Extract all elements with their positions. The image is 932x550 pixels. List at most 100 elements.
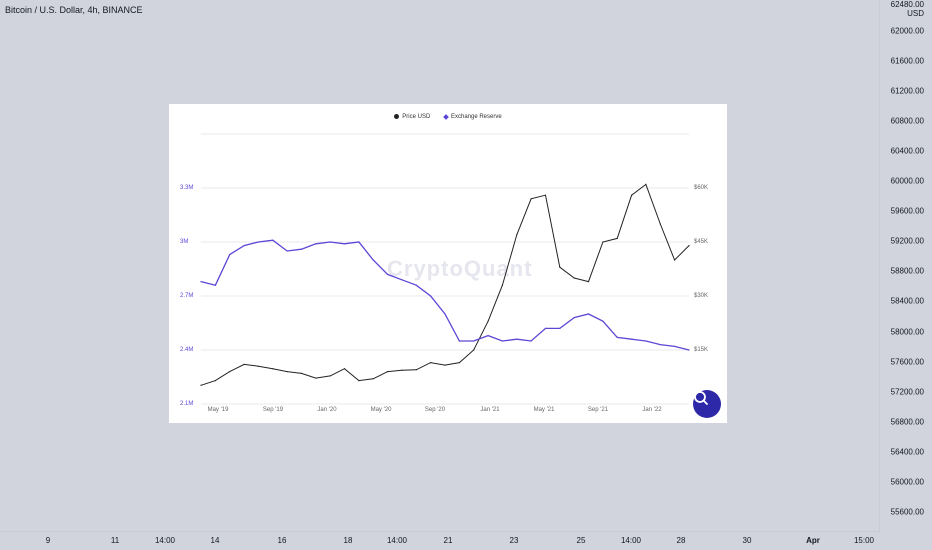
time-tick-label: 14:00 — [386, 536, 408, 545]
price-point — [358, 380, 360, 382]
price-point — [329, 375, 331, 377]
price-tick-label: 58800.00 — [890, 266, 924, 276]
price-point — [659, 223, 661, 225]
price-tick-label: 56800.00 — [890, 417, 924, 427]
legend-item-price: Price USD — [394, 114, 430, 120]
price-point — [487, 320, 489, 322]
price-point — [544, 194, 547, 196]
price-tick-label: 59600.00 — [890, 206, 924, 216]
chart-plot — [200, 133, 690, 405]
reserve-point — [587, 313, 590, 315]
search-button[interactable] — [693, 390, 721, 418]
price-point — [602, 241, 604, 243]
reserve-point — [386, 273, 389, 275]
reserve-point — [573, 317, 575, 319]
price-point — [386, 371, 389, 373]
time-tick-label: 14 — [210, 536, 220, 545]
time-tick-label: 23 — [509, 536, 519, 545]
reserve-point — [200, 281, 202, 283]
price-point — [559, 266, 561, 268]
left-axis-tick: 2.1M — [180, 401, 194, 407]
time-axis[interactable]: 9 11 14:00 14 16 18 14:00 21 23 25 14:00 28 30 Apr 15:… — [0, 531, 880, 550]
price-tick-label: 61600.00 — [890, 56, 924, 66]
price-point — [530, 198, 532, 200]
time-tick-label: 15:00 — [853, 536, 875, 545]
price-point — [573, 277, 575, 279]
reserve-point — [616, 336, 618, 338]
price-point — [688, 245, 690, 247]
price-point — [272, 368, 274, 370]
x-axis-tick: Jan '22 — [642, 407, 662, 413]
right-axis-tick: $30K — [694, 293, 709, 299]
price-tick-label: 57200.00 — [890, 387, 924, 397]
price-point — [630, 194, 633, 196]
price-tick-label: 59200.00 — [890, 236, 924, 246]
price-point — [200, 384, 202, 386]
price-axis[interactable]: 62480.00 USD 62000.00 61600.00 61200.00 608… — [879, 0, 932, 532]
left-axis-tick: 3.3M — [180, 185, 194, 191]
reserve-point — [645, 340, 647, 342]
price-point — [257, 365, 260, 367]
right-axis-tick: $60K — [694, 185, 709, 191]
price-point — [401, 369, 403, 371]
x-axis-tick: Jan '20 — [317, 407, 337, 413]
current-price-label: 62480.00 — [890, 0, 924, 9]
price-tick-label: 58000.00 — [890, 327, 924, 336]
legend-diamond-icon — [443, 113, 449, 120]
time-tick-label: 16 — [277, 536, 287, 545]
price-point — [645, 183, 647, 185]
price-axis-unit: 62480.00 USD — [880, 0, 924, 18]
reserve-point — [444, 313, 446, 315]
time-tick-label: 18 — [343, 536, 353, 545]
x-axis-tick: May '19 — [207, 407, 229, 413]
legend-dot-icon — [394, 114, 400, 119]
price-tick-label: 60800.00 — [890, 116, 924, 126]
reserve-point — [343, 243, 346, 245]
legend-item-reserve: Exchange Reserve — [443, 113, 502, 120]
price-point — [315, 377, 317, 379]
price-point — [444, 364, 446, 366]
series-line-price-usd — [200, 183, 690, 386]
embedded-chart-image: CryptoQuant Price USD Exchange Reserve 3… — [169, 104, 727, 423]
time-tick-label: 14:00 — [620, 536, 642, 545]
time-tick-label: 30 — [742, 536, 752, 545]
currency-label: USD — [907, 9, 924, 18]
reserve-point — [430, 295, 432, 297]
price-tick-label: 60000.00 — [890, 176, 924, 186]
reserve-point — [659, 344, 661, 346]
price-point — [430, 362, 432, 364]
reserve-point — [358, 241, 360, 243]
reserve-point — [243, 245, 245, 247]
reserve-point — [674, 345, 676, 347]
price-tick-label: 61200.00 — [890, 86, 924, 96]
reserve-point — [516, 338, 518, 340]
x-axis-tick: Sep '19 — [262, 407, 284, 413]
reserve-point — [272, 239, 274, 241]
x-axis-tick: May '21 — [533, 407, 555, 413]
price-point — [243, 363, 245, 365]
price-point — [229, 371, 231, 373]
time-tick-label: 11 — [110, 536, 120, 545]
reserve-point — [559, 327, 561, 329]
reserve-point — [530, 340, 532, 342]
price-point — [214, 380, 216, 382]
reserve-point — [286, 250, 288, 252]
time-tick-label: 25 — [576, 536, 586, 545]
price-point — [458, 362, 460, 364]
price-tick-label: 62000.00 — [890, 26, 924, 36]
x-axis-tick: Sep '20 — [424, 407, 446, 413]
reserve-point — [329, 241, 331, 243]
price-tick-label: 58400.00 — [890, 296, 924, 306]
symbol-title[interactable]: Bitcoin / U.S. Dollar, 4h, BINANCE — [5, 5, 143, 15]
price-tick-label: 56000.00 — [890, 477, 924, 487]
price-point — [473, 349, 475, 351]
price-tick-label: 60400.00 — [890, 146, 924, 156]
price-point — [501, 284, 504, 286]
reserve-point — [257, 241, 260, 243]
left-axis-tick: 2.4M — [180, 347, 194, 353]
reserve-point — [229, 254, 231, 256]
reserve-point — [688, 349, 690, 351]
reserve-point — [372, 259, 374, 261]
right-axis-tick: $15K — [694, 347, 709, 353]
x-axis-tick: Jan '21 — [480, 407, 500, 413]
